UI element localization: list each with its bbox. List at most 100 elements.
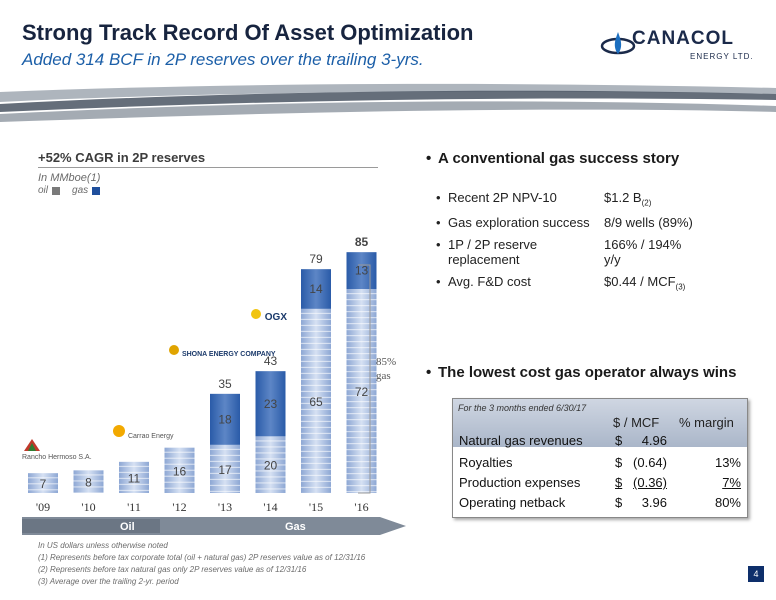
bar-stripe — [346, 389, 377, 391]
x-tick-label: '14 — [263, 500, 277, 514]
bar-stripe — [346, 353, 377, 355]
headline-2-text: The lowest cost gas operator always wins — [438, 364, 737, 381]
chart-heading: +52% CAGR in 2P reserves — [38, 150, 206, 165]
bar-oil-value-label: 16 — [173, 464, 187, 478]
bar-stripe — [73, 480, 104, 482]
bar-total-label: 43 — [264, 354, 278, 368]
bar-stripe — [255, 458, 286, 460]
x-axis-labels: '09 '10 '11 '12 '13 '14 '15 '16 — [36, 500, 369, 514]
bar-stripe — [301, 468, 331, 471]
bar-oil-value-label: 72 — [355, 385, 369, 399]
row-value: (0.64) — [633, 455, 667, 470]
bar-stripe — [164, 463, 195, 465]
bar-oil-segment — [301, 308, 331, 493]
kpi-label: Avg. F&D cost — [448, 273, 531, 289]
kpi-row: • 1P / 2P reserve replacement 166% / 194%… — [436, 237, 756, 267]
table-row: Operating netback $ 3.96 80% — [453, 495, 747, 512]
reserves-bar-chart: 7 8 11 16 17 18 35 20 23 43 65 14 79 72 13 85 85% gas '… — [22, 235, 406, 535]
netback-table: For the 3 months ended 6/30/17 $ / MCF %… — [452, 398, 748, 518]
kpi-list: • Recent 2P NPV-10 $1.2 B(2) • Gas explora… — [436, 190, 756, 298]
chart-units: In MMboe(1) — [38, 172, 100, 184]
bar-stripe — [301, 354, 331, 357]
bar-stripe — [255, 470, 286, 472]
bar-stripe — [301, 384, 331, 387]
bar-stripe — [210, 466, 240, 469]
bar-stripe — [301, 390, 331, 393]
bar-stripe — [301, 474, 331, 477]
bar-stripe — [346, 419, 377, 421]
bar-stripe — [301, 492, 331, 495]
kpi-footnote-ref: (2) — [641, 198, 652, 208]
bar-gas-value-label: 13 — [355, 264, 369, 278]
bracket-word-label: gas — [376, 370, 391, 382]
row-label: Operating netback — [459, 495, 566, 510]
table-row: Royalties $ (0.64) 13% — [453, 455, 747, 472]
bar-stripe — [346, 491, 377, 493]
bar-stripe — [255, 440, 286, 442]
bar-stripe — [301, 372, 331, 375]
bar-stripe — [210, 478, 240, 481]
bar-gas-value-label: 18 — [218, 412, 232, 426]
legend-gas-label: gas — [72, 185, 89, 196]
decorative-swoosh-banner — [0, 83, 776, 122]
row-currency: $ — [615, 455, 623, 470]
bar-stripe — [346, 293, 377, 295]
bar-stripe — [301, 420, 331, 423]
bar-stripe — [301, 402, 331, 405]
shona-icon — [169, 345, 179, 355]
bullet-icon: • — [426, 150, 432, 167]
bar-stripe — [119, 465, 149, 468]
units-footnote-ref: (1) — [86, 172, 101, 184]
bar-stripe — [255, 482, 286, 484]
bar-stripe — [164, 469, 195, 471]
bar-oil-value-label: 8 — [85, 476, 92, 490]
table-period: For the 3 months ended 6/30/17 — [458, 403, 587, 413]
bar-stripe — [210, 490, 240, 493]
bar-stripe — [346, 443, 377, 445]
bar-stripe — [301, 312, 331, 315]
bar-stripe — [164, 457, 195, 459]
arrow-oil-label: Oil — [120, 521, 135, 533]
bar-stripe — [28, 489, 58, 491]
logo-name: CANACOL — [632, 28, 734, 49]
bar-stripe — [301, 342, 331, 345]
kpi-row: • Avg. F&D cost $0.44 / MCF(3) — [436, 274, 756, 292]
logo-rancho-label: Rancho Hermoso S.A. — [22, 454, 92, 461]
bar-stripe — [346, 479, 377, 481]
slide-title: Strong Track Record Of Asset Optimizatio… — [22, 20, 474, 45]
bar-gas-segment — [346, 252, 377, 289]
footnotes: In US dollars unless otherwise noted (1)… — [38, 540, 365, 588]
chart-legend: oil gas — [38, 185, 101, 196]
bar-stripe — [346, 473, 377, 475]
bar-stripe — [301, 444, 331, 447]
logo-shona: SHONA ENERGY COMPANY — [168, 344, 276, 358]
row-currency: $ — [615, 433, 623, 448]
bar-gas-segment — [210, 393, 240, 445]
bar-stripe — [346, 455, 377, 457]
ogx-icon — [251, 309, 261, 319]
bar-oil-value-label: 11 — [128, 471, 141, 485]
row-label: Royalties — [459, 455, 513, 470]
bar-stripe — [346, 407, 377, 409]
bar-stripe — [255, 488, 286, 490]
bar-stripe — [301, 426, 331, 429]
bar-stripe — [301, 432, 331, 435]
bullet-icon: • — [436, 214, 441, 230]
logo-ogx: OGX — [250, 308, 287, 323]
bar-stripe — [301, 378, 331, 381]
bar-stripe — [346, 299, 377, 301]
kpi-footnote-ref: (3) — [675, 282, 686, 292]
row-label: Natural gas revenues — [459, 433, 583, 448]
bar-stripe — [346, 467, 377, 469]
headline-gas-success: • A conventional gas success story — [426, 150, 679, 167]
bar-stripe — [346, 305, 377, 307]
kpi-value: $0.44 / MCF — [604, 273, 676, 289]
kpi-row: • Recent 2P NPV-10 $1.2 B(2) — [436, 190, 756, 208]
bar-series: 7 8 11 16 17 18 35 20 23 43 65 14 79 72 13 85 — [28, 235, 377, 495]
bar-stripe — [346, 347, 377, 349]
footnote-1: (1) Represents before tax corporate tota… — [38, 553, 366, 562]
logo-shona-label: SHONA ENERGY COMPANY — [181, 351, 276, 358]
bar-stripe — [301, 396, 331, 399]
bar-gas-value-label: 23 — [264, 397, 278, 411]
bar-stripe — [301, 366, 331, 369]
